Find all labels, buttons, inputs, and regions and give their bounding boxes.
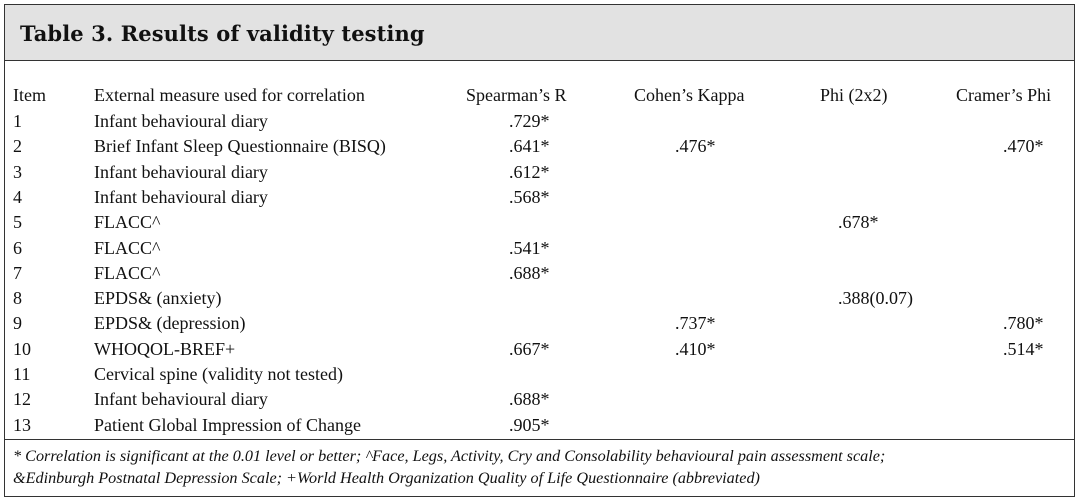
table-row: 10 WHOQOL-BREF+ .667* .410* .514*	[5, 339, 1074, 364]
table-title: Table 3. Results of validity testing	[20, 21, 425, 46]
table-row: 7 FLACC^ .688*	[5, 263, 1074, 288]
cell-measure: Cervical spine (validity not tested)	[94, 364, 343, 384]
table-row: 9 EPDS& (depression) .737* .780*	[5, 313, 1074, 338]
cell-item: 9	[13, 313, 22, 334]
cell-spearman: .641*	[509, 136, 550, 157]
cell-spearman: .729*	[509, 111, 550, 131]
table-row: 13 Patient Global Impression of Change .90…	[5, 415, 1074, 440]
cell-measure: FLACC^	[94, 212, 161, 233]
table-row: 11 Cervical spine (validity not tested)	[5, 364, 1074, 389]
header-kappa: Cohen’s Kappa	[634, 85, 745, 105]
cell-item: 3	[13, 161, 22, 182]
cell-measure: Infant behavioural diary	[94, 186, 268, 207]
header-phi: Phi (2x2)	[820, 85, 888, 105]
footnote-line-1: * Correlation is significant at the 0.01…	[13, 447, 886, 465]
cell-measure: Infant behavioural diary	[94, 389, 268, 410]
cell-item: 11	[13, 364, 31, 384]
footnote-line-2: &Edinburgh Postnatal Depression Scale; +…	[13, 469, 760, 487]
header-cramer: Cramer’s Phi	[956, 85, 1052, 105]
table-row: 3 Infant behavioural diary .612*	[5, 162, 1074, 187]
cell-measure: FLACC^	[94, 237, 161, 258]
cell-cramer: .470*	[1003, 136, 1044, 157]
cell-measure: EPDS& (depression)	[94, 313, 246, 334]
header-item: Item	[13, 85, 46, 105]
table-row: 4 Infant behavioural diary .568*	[5, 187, 1074, 212]
cell-item: 13	[13, 414, 31, 435]
table-footnote: * Correlation is significant at the 0.01…	[13, 445, 1063, 489]
footnote-divider	[5, 439, 1074, 440]
header-measure: External measure used for correlation	[94, 85, 365, 105]
cell-measure: Infant behavioural diary	[94, 161, 268, 182]
table-row: 6 FLACC^ .541*	[5, 238, 1074, 263]
cell-measure: Infant behavioural diary	[94, 111, 268, 131]
table-row: 12 Infant behavioural diary .688*	[5, 389, 1074, 414]
cell-kappa: .410*	[675, 338, 716, 359]
table-row: 1 Infant behavioural diary .729*	[5, 111, 1074, 136]
cell-item: 1	[13, 111, 22, 131]
cell-spearman: .568*	[509, 186, 550, 207]
table-header-row: Item External measure used for correlati…	[5, 85, 1074, 110]
cell-spearman: .612*	[509, 161, 550, 182]
cell-item: 12	[13, 389, 31, 410]
cell-measure: FLACC^	[94, 262, 161, 283]
cell-spearman: .905*	[509, 414, 550, 435]
cell-cramer: .780*	[1003, 313, 1044, 334]
table-frame: Table 3. Results of validity testing Ite…	[4, 4, 1075, 497]
cell-phi: .678*	[838, 212, 879, 233]
title-band: Table 3. Results of validity testing	[5, 5, 1074, 61]
cell-spearman: .688*	[509, 262, 550, 283]
cell-item: 10	[13, 338, 31, 359]
header-spearman: Spearman’s R	[466, 85, 567, 105]
cell-item: 8	[13, 288, 22, 309]
cell-phi: .388(0.07)	[838, 288, 913, 309]
cell-spearman: .541*	[509, 237, 550, 258]
cell-spearman: .667*	[509, 338, 550, 359]
table-row: 8 EPDS& (anxiety) .388(0.07)	[5, 288, 1074, 313]
table-row: 2 Brief Infant Sleep Questionnaire (BISQ)…	[5, 136, 1074, 161]
cell-item: 6	[13, 237, 22, 258]
cell-spearman: .688*	[509, 389, 550, 410]
cell-item: 2	[13, 136, 22, 157]
cell-cramer: .514*	[1003, 338, 1044, 359]
cell-measure: Patient Global Impression of Change	[94, 414, 361, 435]
table-row: 5 FLACC^ .678*	[5, 212, 1074, 237]
cell-item: 7	[13, 262, 22, 283]
cell-measure: EPDS& (anxiety)	[94, 288, 222, 309]
cell-kappa: .476*	[675, 136, 716, 157]
cell-measure: WHOQOL-BREF+	[94, 338, 236, 359]
cell-kappa: .737*	[675, 313, 716, 334]
cell-measure: Brief Infant Sleep Questionnaire (BISQ)	[94, 136, 386, 157]
cell-item: 5	[13, 212, 22, 233]
cell-item: 4	[13, 186, 22, 207]
